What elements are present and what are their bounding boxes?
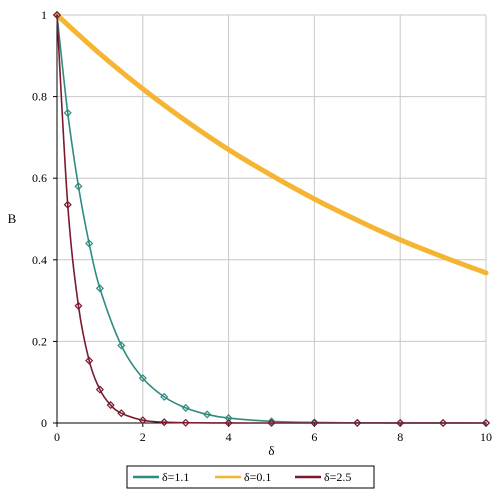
x-tick-label: 2 xyxy=(140,430,146,444)
data-point-marker xyxy=(481,418,491,428)
axes xyxy=(53,14,487,427)
tick-labels: 0 2 4 6 8 10 0 0.2 0.4 0.6 0.8 1 xyxy=(32,8,492,444)
data-point-marker xyxy=(52,10,62,20)
data-point-marker xyxy=(74,301,83,310)
data-point-marker xyxy=(138,374,147,383)
data-point-marker xyxy=(160,392,169,401)
legend-label: δ=0.1 xyxy=(244,470,271,484)
data-point-marker xyxy=(95,385,104,394)
y-tick-label: 1 xyxy=(41,8,47,22)
x-tick-label: 8 xyxy=(397,430,403,444)
data-point-marker xyxy=(203,410,212,419)
data-point-marker xyxy=(224,414,233,423)
legend-label: δ=2.5 xyxy=(324,470,351,484)
data-point-marker xyxy=(138,416,147,425)
data-point-marker xyxy=(267,417,276,426)
data-point-marker xyxy=(85,356,94,365)
data-point-marker xyxy=(224,418,233,428)
data-point-marker xyxy=(267,418,276,428)
y-tick-label: 0 xyxy=(41,416,47,430)
data-point-marker xyxy=(106,400,115,410)
data-point-marker xyxy=(85,239,94,248)
y-tick-label: 0.6 xyxy=(32,171,47,185)
data-point-marker xyxy=(117,409,126,418)
series-line-1 xyxy=(54,12,489,276)
x-tick-label: 6 xyxy=(311,430,317,444)
series-line-2 xyxy=(56,14,487,424)
x-tick-label: 4 xyxy=(226,430,232,444)
data-point-marker xyxy=(396,418,405,428)
data-point-marker xyxy=(181,403,190,412)
x-tick-label: 10 xyxy=(480,430,492,444)
series-line-0 xyxy=(56,14,487,424)
data-point-marker xyxy=(63,108,72,117)
legend-box xyxy=(126,465,375,489)
y-tick-label: 0.8 xyxy=(32,90,47,104)
grid xyxy=(57,14,487,423)
y-tick-label: 0.2 xyxy=(32,334,47,348)
x-axis-label: δ xyxy=(268,443,274,458)
data-point-marker xyxy=(63,200,72,209)
legend-label: δ=1.1 xyxy=(162,470,189,484)
y-axis-label: B xyxy=(8,211,17,226)
data-point-marker xyxy=(439,418,448,428)
data-point-marker xyxy=(95,284,104,293)
data-point-marker xyxy=(74,182,83,191)
series-lines xyxy=(52,10,491,428)
data-point-marker xyxy=(160,418,169,427)
data-point-marker xyxy=(181,418,190,427)
data-point-marker xyxy=(353,418,362,428)
data-point-marker xyxy=(117,341,126,350)
x-tick-label: 0 xyxy=(54,430,60,444)
y-tick-label: 0.4 xyxy=(32,253,47,267)
legend: δ=1.1 δ=0.1 δ=2.5 xyxy=(126,465,375,489)
data-point-marker xyxy=(310,418,319,428)
